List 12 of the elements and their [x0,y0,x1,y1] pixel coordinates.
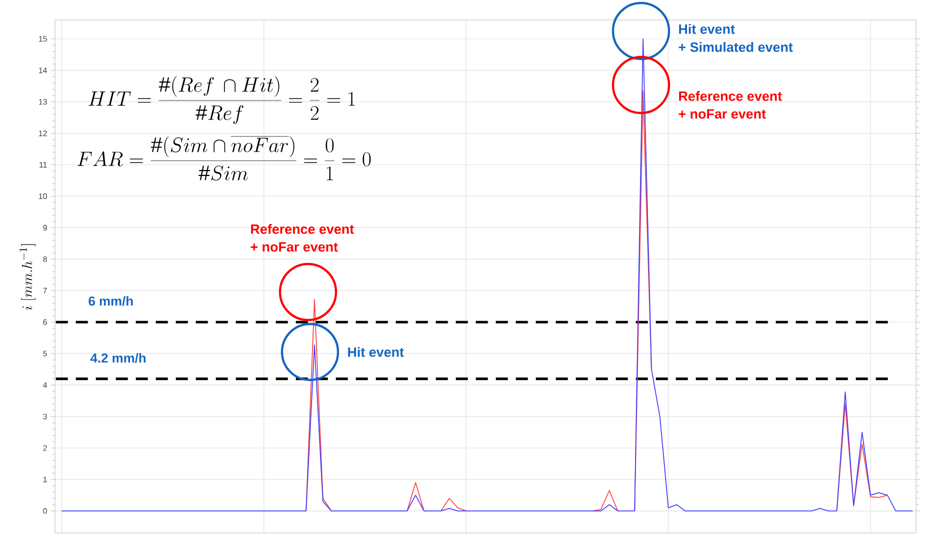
ref-line-label: 6 mm/h [88,296,133,306]
annotation: Hit event [679,24,735,34]
ref-line-label: 4.2 mm/h [90,353,146,363]
annotation: Reference event [679,91,782,101]
annotation: Reference event [251,224,354,234]
annotation: $FAR=\frac{\#(Sim\cap\overline{noFar})}{\#Sim}=\frac{0}{1}=0$ [78,136,371,181]
annotation: $HIT=\frac{\#(Ref\,\cap Hit)}{\#Ref}=\frac{2}{2}=1$ [88,76,355,124]
annotation: + noFar event [678,109,766,119]
y-axis-title: $i\ [mm.h^{-1}]$ [19,244,36,310]
annotation: + Simulated event [678,42,793,52]
annotation: Hit event [348,347,404,357]
annotation: + noFar event [250,242,338,252]
